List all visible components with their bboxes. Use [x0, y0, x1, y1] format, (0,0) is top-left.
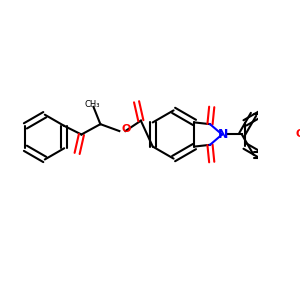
- Text: O: O: [121, 124, 130, 134]
- Text: CH₃: CH₃: [85, 100, 100, 109]
- Text: N: N: [218, 128, 228, 141]
- Text: O: O: [295, 130, 300, 140]
